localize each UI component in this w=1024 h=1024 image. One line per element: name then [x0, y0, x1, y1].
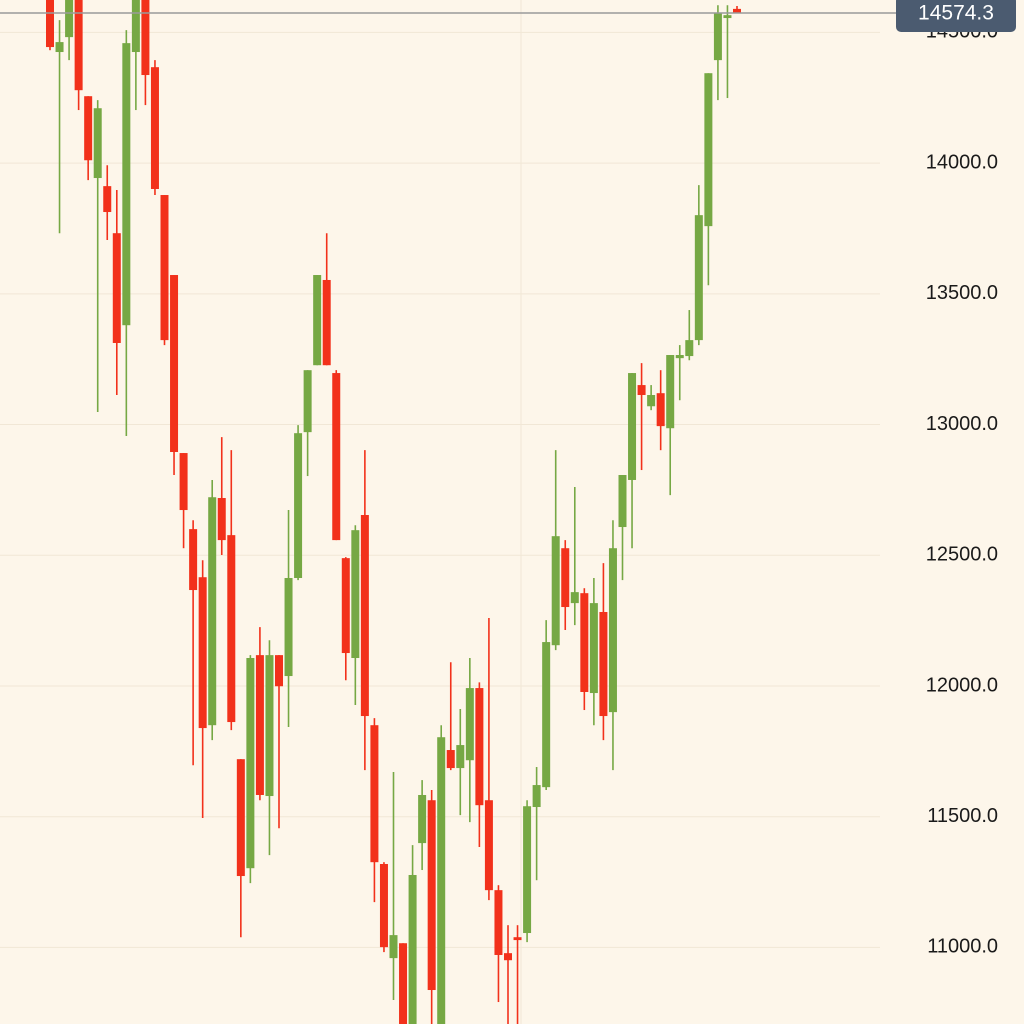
candle-body [551, 536, 560, 646]
candle-body [150, 67, 159, 190]
candle-body [370, 725, 379, 863]
y-tick-label: 12500.0 [926, 544, 998, 566]
candle-body [379, 864, 388, 948]
candle-body [399, 943, 408, 1024]
candle-body [513, 937, 522, 941]
candle-body [322, 279, 331, 366]
candle-body [103, 186, 112, 213]
candle-body [418, 794, 427, 844]
candle-body [217, 498, 226, 541]
candle-body [246, 658, 255, 869]
candle-body [675, 355, 684, 359]
candle-body [542, 642, 551, 788]
candle-body [484, 800, 493, 891]
candle-body [570, 592, 579, 604]
candle-body [599, 611, 608, 717]
candle-body [656, 393, 665, 427]
candle-body [685, 340, 694, 357]
candle-body [160, 195, 169, 341]
candle-body [618, 475, 627, 528]
candle-body [131, 0, 140, 53]
candle-body [179, 453, 188, 511]
candle-body [561, 548, 570, 608]
y-tick-label: 13500.0 [926, 282, 998, 304]
candle-body [170, 275, 179, 453]
candle-body [408, 874, 417, 1024]
candle-body [437, 737, 446, 1024]
overlay: 11000.0 11500.0 12000.0 12500.0 13000.0 13500… [0, 0, 1016, 958]
candle-body [532, 785, 541, 808]
candle-body [608, 548, 617, 713]
candle-body [294, 433, 303, 579]
last-price-label: 14574.3 [918, 2, 994, 25]
candle-body [723, 15, 732, 19]
y-tick-label: 13000.0 [926, 413, 998, 435]
candle-body [694, 215, 703, 341]
candle-body [112, 233, 121, 343]
candle-body [198, 577, 207, 729]
candle-body [208, 497, 217, 726]
candle-body [65, 0, 74, 38]
y-tick-label: 11000.0 [927, 936, 998, 958]
candle-body [523, 806, 532, 934]
candle-body [74, 0, 83, 91]
candle-body [303, 370, 312, 433]
candle-body [475, 688, 484, 806]
candle-body [93, 108, 102, 179]
candle-body [504, 953, 512, 961]
candle-body [360, 515, 369, 717]
candle-body [647, 395, 656, 407]
y-tick-label: 11500.0 [927, 805, 998, 827]
candle-body [427, 800, 436, 991]
candle-body [456, 745, 465, 769]
y-tick-label: 12000.0 [926, 674, 998, 696]
candle-body [141, 0, 150, 76]
candle-body [189, 529, 198, 591]
candle-body [580, 593, 589, 692]
candle-body [341, 558, 350, 654]
last-price-tag [896, 0, 1016, 32]
candle-body [265, 655, 274, 797]
candle-body [275, 655, 283, 687]
candle-body [713, 13, 722, 61]
candle-body [122, 43, 131, 326]
candle-body [465, 688, 474, 761]
candle-body [284, 578, 293, 677]
y-tick-label: 14000.0 [926, 151, 998, 173]
candle-body [46, 0, 54, 48]
candle-body [733, 8, 741, 13]
candle-body [704, 73, 713, 227]
candle-body [236, 759, 245, 877]
candle-body [446, 750, 455, 769]
candle-body [313, 275, 322, 366]
candle-body [55, 42, 64, 53]
candle-body [389, 935, 398, 959]
candle-body [628, 373, 637, 480]
candle-body [589, 603, 598, 694]
candle-body [637, 385, 646, 396]
candle-body [84, 96, 93, 161]
candle-body [255, 655, 264, 795]
candle-body [666, 355, 675, 429]
candle-body [494, 890, 503, 955]
candle-body [227, 535, 236, 723]
candle-body [351, 530, 360, 659]
candles [46, 0, 741, 1024]
candle-body [332, 373, 341, 541]
